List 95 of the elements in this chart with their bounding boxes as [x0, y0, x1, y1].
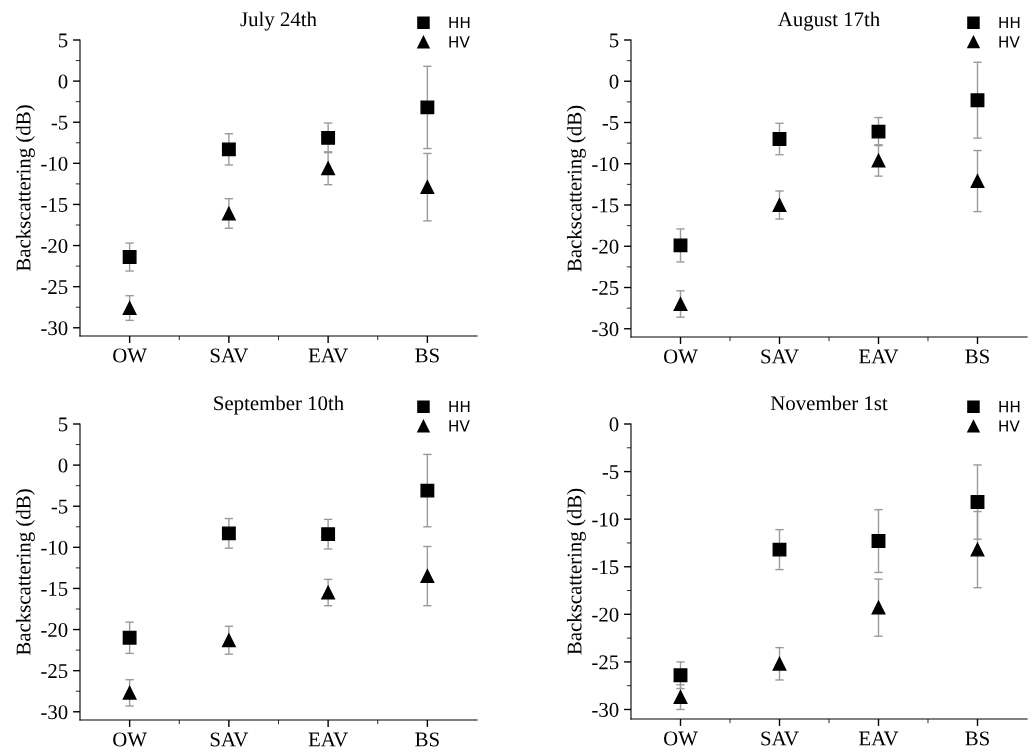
y-tick-label: -15 [41, 197, 68, 212]
y-tick-label: -20 [592, 239, 619, 254]
chart-title: September 10th [214, 395, 344, 415]
point [673, 297, 688, 311]
point [221, 206, 236, 221]
y-tick-label: -10 [41, 156, 68, 171]
y-tick-label: -10 [592, 512, 619, 527]
y-tick-label: -25 [592, 655, 619, 670]
point [871, 153, 886, 168]
point [122, 630, 137, 645]
x-tick-label: OW [664, 349, 698, 364]
y-tick-label: -10 [592, 157, 619, 172]
point [122, 301, 137, 315]
legend-label: HH [999, 16, 1020, 29]
y-tick-label: -15 [41, 581, 68, 596]
point [772, 656, 787, 671]
point [772, 132, 787, 146]
y-tick-label: -25 [41, 280, 68, 295]
y-tick-label: 0 [609, 417, 619, 432]
y-tick-label: 0 [609, 74, 619, 89]
legend-label: HH [999, 401, 1020, 413]
point [420, 180, 435, 195]
point [420, 483, 435, 498]
legend-label: HH [449, 16, 470, 29]
y-tick-label: -20 [592, 607, 619, 622]
point [970, 542, 985, 557]
y-tick-label: 0 [58, 74, 68, 89]
point [221, 526, 236, 541]
legend-label: HH [449, 400, 470, 413]
point [420, 100, 435, 115]
x-tick-label: OW [113, 732, 147, 747]
point [673, 238, 688, 253]
y-axis-title: Backscattering (dB) [15, 105, 35, 271]
y-tick-label: -30 [41, 705, 68, 720]
point [772, 542, 787, 557]
y-tick-label: -5 [602, 116, 619, 130]
y-tick-label: -20 [41, 622, 68, 637]
legend-label: HV [999, 36, 1020, 48]
y-tick-label: -30 [41, 321, 68, 336]
point [673, 668, 688, 683]
legend-label: HV [449, 420, 470, 432]
x-tick-label: EAV [859, 731, 899, 746]
x-tick-label: BS [965, 731, 989, 746]
x-tick-label: SAV [761, 349, 799, 364]
y-axis-title: Backscattering (dB) [566, 488, 586, 655]
y-tick-label: 5 [609, 33, 619, 48]
chart-title: August 17th [777, 11, 880, 31]
legend-label: HV [999, 420, 1020, 432]
point [221, 142, 236, 157]
x-tick-label: BS [965, 349, 989, 364]
y-tick-label: -15 [592, 198, 619, 213]
point [871, 534, 886, 548]
point [321, 585, 336, 600]
point [321, 130, 336, 145]
y-tick-label: -20 [41, 238, 68, 253]
y-tick-label: -15 [592, 560, 619, 575]
y-axis-title: Backscattering (dB) [566, 105, 586, 272]
y-tick-label: -5 [51, 115, 68, 130]
x-tick-label: OW [664, 731, 698, 746]
point [772, 198, 787, 212]
y-tick-label: 5 [58, 33, 68, 48]
point [673, 690, 688, 705]
x-tick-label: OW [113, 348, 147, 363]
x-tick-label: BS [415, 348, 439, 363]
y-tick-label: 5 [58, 417, 68, 432]
chart-title: July 24th [240, 11, 317, 31]
point [321, 161, 336, 176]
y-tick-label: -5 [51, 499, 68, 514]
x-tick-label: EAV [308, 732, 348, 747]
y-tick-label: -30 [592, 322, 619, 337]
y-tick-label: -25 [592, 280, 619, 295]
point [420, 569, 435, 584]
y-tick-label: -25 [41, 664, 68, 679]
point [221, 633, 236, 648]
point [122, 685, 137, 700]
y-tick-label: -10 [41, 540, 68, 555]
legend-label: HV [449, 36, 470, 48]
x-tick-label: EAV [308, 348, 348, 363]
point [871, 600, 886, 615]
point [970, 495, 985, 509]
x-tick-label: EAV [859, 349, 899, 364]
point [321, 527, 336, 542]
chart-title: November 1st [770, 395, 888, 411]
x-tick-label: SAV [210, 732, 249, 747]
y-tick-label: -30 [592, 702, 619, 717]
x-tick-label: SAV [761, 731, 799, 746]
point [871, 124, 886, 139]
x-tick-label: SAV [210, 348, 249, 363]
y-tick-label: -5 [602, 465, 619, 480]
point [122, 250, 137, 265]
x-tick-label: BS [415, 732, 439, 747]
point [970, 93, 985, 108]
point [970, 174, 985, 189]
y-tick-label: 0 [58, 458, 68, 473]
y-axis-title: Backscattering (dB) [15, 489, 35, 655]
